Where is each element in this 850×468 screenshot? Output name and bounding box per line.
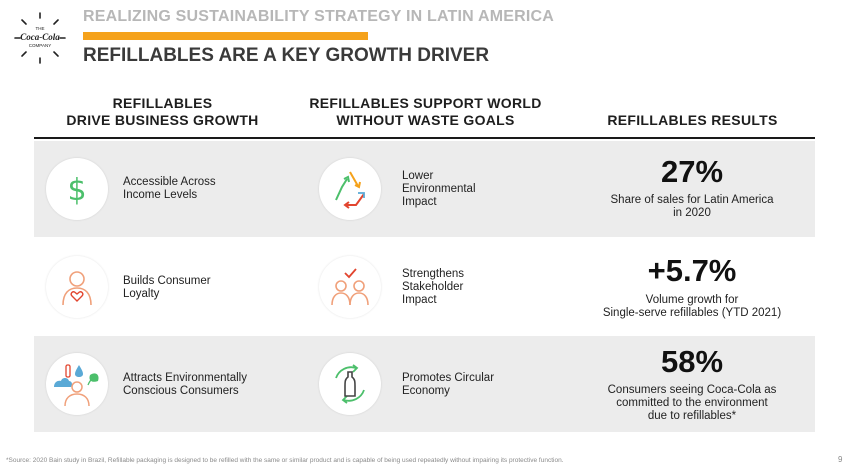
- waste-label-line: Promotes Circular: [402, 372, 495, 384]
- result-caption: Consumers seeing Coca-Cola as committed …: [589, 384, 795, 423]
- eco-consumer-icon: [46, 353, 108, 415]
- result-caption-line: due to refillables*: [647, 410, 737, 422]
- result-caption-line: Single-serve refillables (YTD 2021): [602, 307, 782, 319]
- column-header-results: REFILLABLES RESULTS: [575, 112, 810, 129]
- column-header-results-line1: REFILLABLES RESULTS: [607, 112, 778, 128]
- business-label-line: Accessible Across: [123, 176, 216, 188]
- result-caption: Share of sales for Latin America in 2020: [589, 194, 795, 220]
- eyebrow-heading: REALIZING SUSTAINABILITY STRATEGY IN LAT…: [83, 8, 555, 25]
- result-caption: Volume growth for Single-serve refillabl…: [589, 294, 795, 320]
- logo-brand: Coca-Cola: [20, 32, 60, 42]
- column-header-business: REFILLABLES DRIVE BUSINESS GROWTH: [40, 95, 285, 129]
- waste-label-line: Environmental: [402, 183, 476, 195]
- business-label: Attracts Environmentally Conscious Consu…: [123, 372, 273, 398]
- page-title: REFILLABLES ARE A KEY GROWTH DRIVER: [83, 45, 490, 66]
- result-value: +5.7%: [647, 253, 737, 288]
- waste-label-line: Economy: [402, 385, 450, 397]
- circular-bottle-icon: [319, 353, 381, 415]
- result-caption-line: Volume growth for: [645, 294, 739, 306]
- column-header-waste: REFILLABLES SUPPORT WORLD WITHOUT WASTE …: [288, 95, 563, 129]
- waste-label-line: Strengthens: [402, 268, 465, 280]
- waste-label-line: Lower: [402, 170, 434, 182]
- column-header-waste-line1: REFILLABLES SUPPORT WORLD: [309, 95, 542, 111]
- column-header-waste-line2: WITHOUT WASTE GOALS: [336, 112, 515, 128]
- result-caption-line: committed to the environment: [616, 397, 768, 409]
- footnote: *Source: 2020 Bain study in Brazil, Refi…: [6, 457, 564, 464]
- result-block: 58% Consumers seeing Coca-Cola as commit…: [589, 345, 795, 423]
- result-block: 27% Share of sales for Latin America in …: [589, 155, 795, 220]
- result-value: 58%: [660, 344, 724, 379]
- accent-bar: [83, 32, 368, 40]
- dollar-icon: $: [46, 158, 108, 220]
- waste-label-line: Impact: [402, 196, 437, 208]
- result-block: +5.7% Volume growth for Single-serve ref…: [589, 254, 795, 320]
- page-number: 9: [838, 455, 843, 464]
- waste-label: Promotes Circular Economy: [402, 372, 522, 398]
- waste-label: Lower Environmental Impact: [402, 170, 522, 209]
- result-caption-line: Consumers seeing Coca-Cola as: [607, 384, 777, 396]
- table-row: $ Accessible Across Income Levels Lower …: [34, 141, 815, 237]
- business-label: Accessible Across Income Levels: [123, 176, 273, 202]
- logo-the: THE: [36, 26, 45, 31]
- business-label-line: Conscious Consumers: [123, 385, 239, 397]
- business-label-line: Income Levels: [123, 189, 198, 201]
- header-divider: [34, 137, 815, 139]
- table-row: Attracts Environmentally Conscious Consu…: [34, 336, 815, 432]
- recycle-triangle-icon: [319, 158, 381, 220]
- logo-company: COMPANY: [29, 43, 51, 48]
- result-value: 27%: [660, 154, 724, 189]
- result-caption-line: in 2020: [673, 207, 711, 219]
- stakeholders-icon: [319, 256, 381, 318]
- table-row: Builds Consumer Loyalty Strengthens Stak…: [34, 239, 815, 335]
- result-caption-line: Share of sales for Latin America: [610, 194, 774, 206]
- business-label-line: Attracts Environmentally: [123, 372, 247, 384]
- waste-label-line: Stakeholder: [402, 281, 464, 293]
- waste-label: Strengthens Stakeholder Impact: [402, 268, 522, 307]
- business-label-line: Builds Consumer: [123, 275, 211, 287]
- column-header-business-line2: DRIVE BUSINESS GROWTH: [66, 112, 259, 128]
- coca-cola-logo: THE Coca-Cola COMPANY: [14, 12, 66, 64]
- business-label-line: Loyalty: [123, 288, 160, 300]
- svg-text:$: $: [67, 173, 86, 206]
- column-header-business-line1: REFILLABLES: [112, 95, 213, 111]
- business-label: Builds Consumer Loyalty: [123, 275, 273, 301]
- waste-label-line: Impact: [402, 294, 437, 306]
- consumer-heart-icon: [46, 256, 108, 318]
